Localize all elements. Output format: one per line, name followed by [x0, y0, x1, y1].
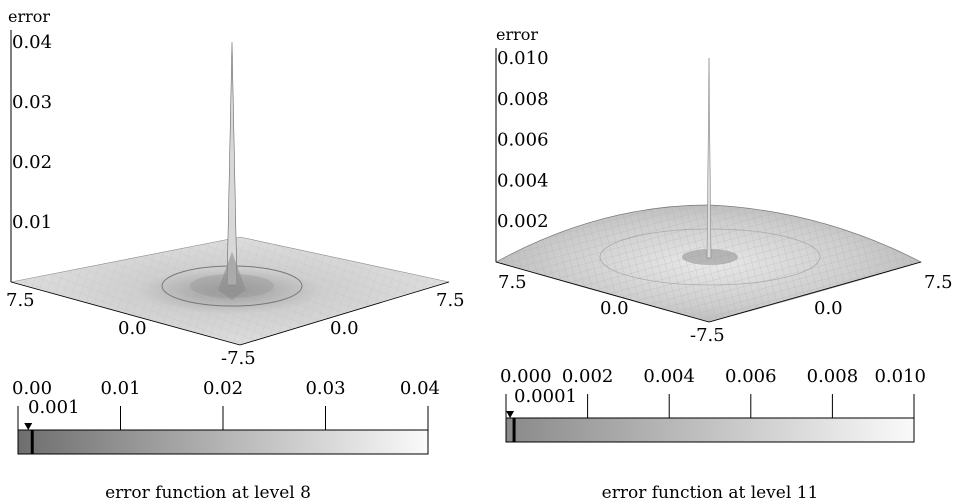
y-tick-label: 7.5: [436, 290, 465, 311]
z-axis-title: error: [496, 25, 538, 44]
corner-label: -7.5: [221, 348, 256, 369]
z-tick-label: 0.002: [497, 211, 549, 232]
x-axis-left: [10, 281, 241, 346]
z-tick-label: 0.03: [12, 92, 52, 113]
x-axis-right: [495, 261, 710, 323]
z-axis-title: error: [8, 7, 50, 26]
z-tick-label: 0.004: [497, 170, 549, 191]
colorbar-tick-label: 0.000: [500, 366, 552, 387]
y-tick-label: 7.5: [924, 272, 953, 293]
z-tick-label: 0.010: [497, 48, 549, 69]
colorbar-marker: [506, 411, 515, 418]
y-tick-label: 0.0: [330, 318, 359, 339]
colorbar-ticks: 0.000 0.002 0.004 0.006 0.008 0.010: [500, 366, 926, 418]
colorbar-marker-label: 0.001: [28, 397, 80, 418]
z-ticks: 0.002 0.004 0.006 0.008 0.010: [497, 48, 549, 232]
z-tick-label: 0.006: [497, 130, 549, 151]
x-tick-label: 0.0: [600, 298, 629, 319]
error-peak: [706, 57, 712, 259]
y-tick-label: 0.0: [814, 298, 843, 319]
corner-label: -7.5: [690, 325, 725, 346]
panel-level-8: error 0.01 0.02 0.03 0.04 7.5 0.0 0.0 7.5 -…: [6, 7, 465, 503]
error-peak: [226, 41, 238, 286]
caption-level-11: error function at level 11: [602, 483, 819, 503]
colorbar-tick-label: 0.006: [725, 366, 777, 387]
caption-level-8: error function at level 8: [105, 483, 311, 503]
y-axis-left: [239, 281, 450, 346]
colorbar-tick-label: 0.004: [643, 366, 695, 387]
colorbar-tick-label: 0.04: [400, 378, 440, 399]
z-tick-label: 0.02: [12, 152, 52, 173]
x-tick-label: 7.5: [498, 272, 527, 293]
error-peak-base: [218, 252, 246, 300]
colorbar-tick-label: 0.010: [874, 366, 926, 387]
colorbar: 0.00 0.01 0.02 0.03 0.04 0.001: [12, 378, 440, 455]
colorbar-tick-label: 0.008: [807, 366, 859, 387]
colorbar-marker: [24, 423, 33, 430]
colorbar-tick-label: 0.03: [305, 378, 345, 399]
colorbar-gradient: [505, 417, 915, 443]
colorbar: 0.000 0.002 0.004 0.006 0.008 0.010 0.0001: [500, 366, 926, 443]
y-axis-right: [708, 261, 922, 323]
z-tick-label: 0.04: [12, 32, 52, 53]
colorbar-tick-label: 0.002: [562, 366, 614, 387]
colorbar-tick-label: 0.02: [203, 378, 243, 399]
colorbar-ticks: 0.00 0.01 0.02 0.03 0.04: [12, 378, 440, 430]
colorbar-tick-label: 0.01: [100, 378, 140, 399]
colorbar-tick-label: 0.00: [12, 378, 52, 399]
x-tick-label: 0.0: [118, 318, 147, 339]
x-tick-label: 7.5: [6, 290, 35, 311]
z-tick-label: 0.01: [12, 212, 52, 233]
z-tick-label: 0.008: [497, 89, 549, 110]
colorbar-gradient: [17, 429, 429, 455]
colorbar-marker-label: 0.0001: [514, 386, 577, 407]
z-ticks: 0.01 0.02 0.03 0.04: [12, 32, 52, 233]
